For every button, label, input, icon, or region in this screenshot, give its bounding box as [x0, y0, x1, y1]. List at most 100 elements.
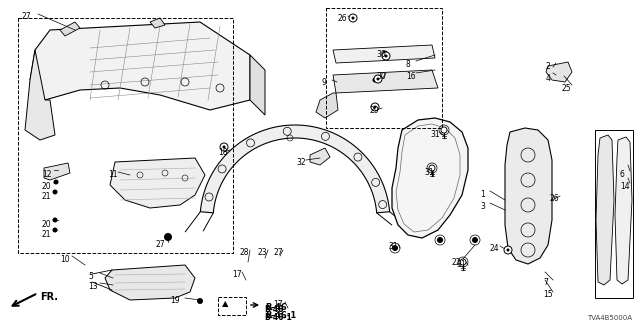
Polygon shape: [392, 118, 468, 238]
Polygon shape: [310, 148, 330, 165]
Text: 17: 17: [273, 300, 283, 309]
Circle shape: [54, 180, 58, 185]
Text: 24: 24: [490, 244, 500, 253]
Text: 30: 30: [376, 72, 386, 81]
Text: ▲: ▲: [221, 299, 228, 308]
Text: TVA4B5000A: TVA4B5000A: [587, 315, 632, 320]
Circle shape: [437, 237, 443, 243]
Text: 3: 3: [480, 202, 485, 211]
Polygon shape: [333, 45, 435, 63]
Text: 30: 30: [376, 50, 386, 59]
Text: 26: 26: [338, 14, 348, 23]
Text: 13: 13: [88, 282, 98, 291]
Circle shape: [197, 298, 203, 304]
Circle shape: [441, 127, 447, 133]
Circle shape: [506, 249, 509, 252]
Polygon shape: [333, 70, 438, 93]
Polygon shape: [316, 93, 338, 118]
Text: 31: 31: [424, 168, 434, 177]
Text: 19: 19: [170, 296, 180, 305]
Circle shape: [383, 51, 387, 55]
Circle shape: [385, 54, 387, 58]
Text: 1: 1: [480, 190, 484, 199]
Circle shape: [371, 103, 379, 111]
Text: 22: 22: [452, 258, 461, 267]
Polygon shape: [110, 158, 205, 208]
Text: 20: 20: [42, 220, 52, 229]
Circle shape: [52, 228, 58, 233]
Circle shape: [349, 14, 357, 22]
Text: 29: 29: [370, 106, 380, 115]
Text: 15: 15: [543, 290, 552, 299]
Text: 31: 31: [388, 242, 397, 251]
Text: 25: 25: [562, 84, 572, 93]
Text: B-46: B-46: [265, 303, 287, 312]
Text: 20: 20: [42, 182, 52, 191]
Polygon shape: [505, 128, 552, 264]
Circle shape: [164, 233, 172, 241]
Polygon shape: [150, 18, 165, 28]
Circle shape: [392, 245, 398, 251]
Text: FR.: FR.: [40, 292, 58, 302]
Bar: [218, 297, 246, 315]
Text: 27: 27: [22, 12, 31, 21]
Text: 31: 31: [430, 130, 440, 139]
Circle shape: [374, 106, 376, 108]
Text: 12: 12: [42, 170, 51, 179]
Text: B-46-1: B-46-1: [265, 311, 296, 320]
Circle shape: [460, 259, 466, 265]
Text: 27: 27: [273, 248, 283, 257]
Circle shape: [351, 17, 355, 20]
Polygon shape: [250, 55, 265, 115]
Polygon shape: [615, 137, 632, 284]
Text: 26: 26: [550, 194, 559, 203]
Circle shape: [460, 259, 466, 265]
Text: 32: 32: [296, 158, 306, 167]
Text: 21: 21: [42, 230, 51, 239]
Text: 27: 27: [155, 240, 164, 249]
Text: 10: 10: [60, 255, 70, 264]
Circle shape: [441, 127, 447, 133]
Circle shape: [223, 146, 225, 148]
Polygon shape: [105, 265, 195, 300]
Polygon shape: [200, 125, 390, 213]
Circle shape: [472, 237, 478, 243]
Text: 28: 28: [240, 248, 250, 257]
Text: 4: 4: [546, 74, 551, 83]
Circle shape: [220, 143, 228, 151]
Text: B-46: B-46: [264, 305, 284, 314]
Polygon shape: [60, 22, 80, 36]
Text: 5: 5: [88, 272, 93, 281]
Circle shape: [382, 52, 390, 60]
Text: 16: 16: [406, 72, 415, 81]
Text: 9: 9: [322, 78, 327, 87]
Circle shape: [504, 246, 512, 254]
Circle shape: [372, 77, 378, 83]
Text: 11: 11: [108, 170, 118, 179]
Circle shape: [429, 165, 435, 171]
Circle shape: [52, 218, 58, 222]
Polygon shape: [25, 50, 55, 140]
Text: 8: 8: [406, 60, 411, 69]
Bar: [18, 18, 233, 253]
Circle shape: [52, 189, 58, 195]
Text: 6: 6: [620, 170, 625, 179]
Polygon shape: [546, 62, 572, 82]
Bar: [326, 8, 442, 128]
Text: 17: 17: [232, 270, 242, 279]
Text: 14: 14: [620, 182, 630, 191]
Polygon shape: [44, 163, 70, 180]
Bar: [595, 130, 633, 298]
Text: 18: 18: [218, 148, 227, 157]
Circle shape: [376, 77, 380, 81]
Text: 23: 23: [258, 248, 268, 257]
Circle shape: [374, 75, 382, 83]
Text: 7: 7: [543, 278, 548, 287]
Polygon shape: [596, 135, 614, 285]
Polygon shape: [30, 22, 250, 110]
Text: 31: 31: [456, 260, 466, 269]
Text: 2: 2: [546, 62, 551, 71]
Text: B-46-1: B-46-1: [264, 313, 292, 320]
Circle shape: [429, 165, 435, 171]
Text: 21: 21: [42, 192, 51, 201]
